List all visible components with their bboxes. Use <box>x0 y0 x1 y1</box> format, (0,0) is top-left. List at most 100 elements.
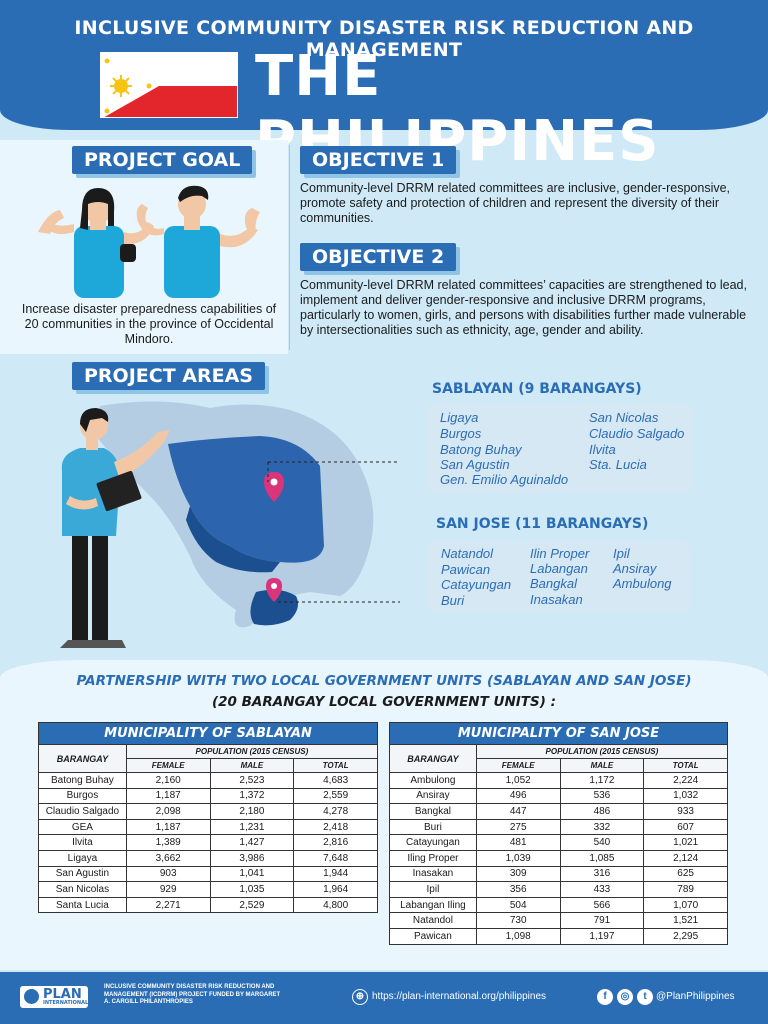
san-jose-table: MUNICIPALITY OF SAN JOSE BARANGAY POPULA… <box>389 722 729 945</box>
barangay-cell: Ansiray <box>389 787 477 805</box>
san-jose-list <box>428 541 690 612</box>
male-cell: 566 <box>559 896 645 914</box>
list-item: San Nicolas <box>589 410 659 425</box>
list-item: Claudio Salgado <box>589 426 685 441</box>
goal-text: Increase disaster preparedness capabilit… <box>21 302 277 346</box>
barangay-cell: Batong Buhay <box>38 772 127 789</box>
table-row: Burgos 1,187 1,372 2,559 <box>38 787 378 805</box>
barangay-cell: Bangkal <box>389 803 477 820</box>
plan-logo-text: PLAN <box>43 987 82 1002</box>
total-cell: 2,418 <box>293 818 378 836</box>
male-cell: 3,986 <box>209 849 295 867</box>
partnership-heading: PARTNERSHIP WITH TWO LOCAL GOVERNMENT UN… <box>76 673 692 689</box>
instagram-icon[interactable]: ◎ <box>617 989 633 1005</box>
map-pin-icon <box>264 472 284 502</box>
barangay-cell: Iling Proper <box>389 849 477 867</box>
barangay-cell: Ambulong <box>389 772 477 789</box>
female-cell: 2,271 <box>125 896 211 914</box>
male-cell: 1,041 <box>209 865 295 883</box>
list-item: Ipil <box>613 546 630 561</box>
table-row: Iling Proper 1,039 1,085 2,124 <box>389 849 728 867</box>
list-item: Pawican <box>441 562 491 577</box>
objective-2-text: Community-level DRRM related committees’… <box>300 278 747 337</box>
list-item: Natandol <box>441 546 494 561</box>
plan-logo-subtext: INTERNATIONAL <box>43 1000 89 1006</box>
female-cell: 356 <box>475 881 561 898</box>
mindoro-map <box>60 401 400 648</box>
male-cell: 1,085 <box>559 849 645 867</box>
list-item: Batong Buhay <box>440 442 522 457</box>
project-goal-label: PROJECT GOAL <box>72 146 253 174</box>
twitter-icon[interactable]: t <box>637 989 653 1005</box>
website-link[interactable]: https://plan-international.org/philippin… <box>372 991 546 1002</box>
list-item: Ilin Proper <box>530 546 590 561</box>
female-header: FEMALE <box>475 758 561 773</box>
table-row: GEA 1,187 1,231 2,418 <box>38 818 378 836</box>
facebook-icon[interactable]: f <box>597 989 613 1005</box>
total-cell: 1,944 <box>293 865 378 883</box>
total-cell: 2,295 <box>643 927 728 945</box>
divider <box>289 145 290 350</box>
female-cell: 2,160 <box>125 772 211 789</box>
barangay-cell: Burgos <box>38 787 127 805</box>
table-row: Natandol 730 791 1,521 <box>389 912 728 929</box>
page-title: THE PHILIPPINES <box>255 44 660 174</box>
list-item: Ambulong <box>613 576 672 591</box>
table-row: Ambulong 1,052 1,172 2,224 <box>389 772 728 789</box>
population-header: POPULATION (2015 CENSUS) <box>475 744 729 759</box>
female-cell: 1,187 <box>125 818 211 836</box>
total-cell: 1,070 <box>643 896 728 914</box>
total-cell: 933 <box>643 803 728 820</box>
san-jose-table-title: MUNICIPALITY OF SAN JOSE <box>389 722 728 745</box>
barangay-header: BARANGAY <box>38 744 127 773</box>
total-cell: 4,683 <box>293 772 378 789</box>
female-cell: 481 <box>475 834 561 851</box>
sablayan-table-title: MUNICIPALITY OF SABLAYAN <box>38 722 378 745</box>
total-cell: 607 <box>643 818 728 836</box>
sablayan-list <box>426 404 694 493</box>
table-row: Claudio Salgado 2,098 2,180 4,278 <box>38 803 378 820</box>
table-row: Inasakan 309 316 625 <box>389 865 728 883</box>
sablayan-table: MUNICIPALITY OF SABLAYAN BARANGAY POPULA… <box>38 722 379 914</box>
total-cell: 2,816 <box>293 834 378 851</box>
barangay-cell: San Agustin <box>38 865 127 883</box>
male-cell: 486 <box>559 803 645 820</box>
male-cell: 1,197 <box>559 927 645 945</box>
table-row: Ipil 356 433 789 <box>389 881 728 898</box>
sablayan-heading: SABLAYAN (9 BARANGAYS) <box>432 381 642 397</box>
objective-1-label: OBJECTIVE 1 <box>300 146 457 174</box>
map-pin-icon <box>266 578 282 602</box>
social-handle[interactable]: @PlanPhilippines <box>656 991 735 1002</box>
table-row: Santa Lucia 2,271 2,529 4,800 <box>38 896 378 914</box>
list-item: Gen. Emilio Aguinaldo <box>440 472 569 487</box>
female-cell: 1,039 <box>475 849 561 867</box>
total-cell: 2,124 <box>643 849 728 867</box>
male-cell: 1,035 <box>209 881 295 898</box>
list-item: Bangkal <box>530 576 577 591</box>
barangay-cell: Santa Lucia <box>38 896 127 914</box>
total-cell: 7,648 <box>293 849 378 867</box>
objective-1-text: Community-level DRRM related committees … <box>300 181 731 225</box>
san-jose-heading: SAN JOSE (11 BARANGAYS) <box>436 516 649 532</box>
male-cell: 540 <box>559 834 645 851</box>
table-row: Ansiray 496 536 1,032 <box>389 787 728 805</box>
people-flexing-illustration <box>38 185 260 298</box>
total-header: TOTAL <box>643 758 728 773</box>
female-cell: 1,098 <box>475 927 561 945</box>
plan-logo[interactable]: PLAN INTERNATIONAL <box>20 986 88 1008</box>
table-row: Batong Buhay 2,160 2,523 4,683 <box>38 772 378 789</box>
header-subtitle: INCLUSIVE COMMUNITY DISASTER RISK REDUCT… <box>74 17 694 61</box>
objective-2-label: OBJECTIVE 2 <box>300 243 457 271</box>
female-cell: 496 <box>475 787 561 805</box>
total-cell: 789 <box>643 881 728 898</box>
male-cell: 316 <box>559 865 645 883</box>
male-cell: 1,372 <box>209 787 295 805</box>
table-row: Ilvita 1,389 1,427 2,816 <box>38 834 378 851</box>
plan-logo-icon <box>24 989 39 1004</box>
barangay-cell: Ilvita <box>38 834 127 851</box>
barangay-cell: Buri <box>389 818 477 836</box>
barangay-cell: San Nicolas <box>38 881 127 898</box>
list-item: Buri <box>441 593 465 608</box>
barangay-cell: Inasakan <box>389 865 477 883</box>
male-header: MALE <box>209 758 295 773</box>
